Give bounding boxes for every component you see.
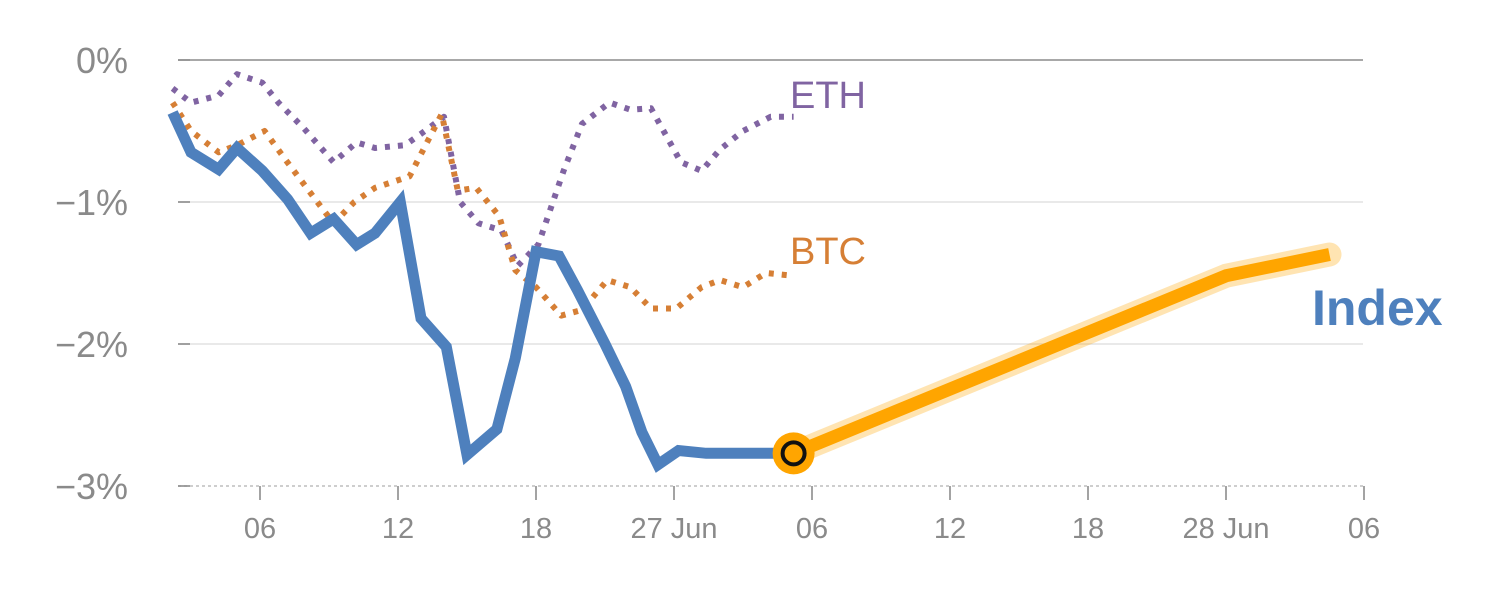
y-tick-label: −2% <box>55 324 128 365</box>
x-tick-label: 27 Jun <box>630 513 717 545</box>
y-tick-label: −1% <box>55 182 128 223</box>
x-axis: 06 12 18 27 Jun 06 12 18 28 Jun 06 <box>244 486 1380 545</box>
x-tick-label: 06 <box>796 513 828 545</box>
y-tick-label: −3% <box>55 466 128 507</box>
x-tick-label: 18 <box>1072 513 1104 545</box>
series-eth <box>170 71 794 269</box>
x-tick-label: 06 <box>244 513 276 545</box>
x-tick-label: 12 <box>934 513 966 545</box>
legend-label-btc: BTC <box>790 231 866 273</box>
legend-label-eth: ETH <box>790 75 866 117</box>
series-index <box>167 110 794 473</box>
x-tick-label: 18 <box>520 513 552 545</box>
marker <box>772 432 815 475</box>
y-axis: 0% −1% −2% −3% <box>55 40 128 507</box>
legend-label-index: Index <box>1312 280 1443 336</box>
marker-inner <box>780 440 807 467</box>
series-lines <box>167 71 1342 473</box>
x-tick-label: 28 Jun <box>1182 513 1269 545</box>
x-tick-label: 06 <box>1348 513 1380 545</box>
x-tick-label: 12 <box>382 513 414 545</box>
y-tick-label: 0% <box>76 40 128 81</box>
grid-lines <box>178 59 1363 487</box>
series-index-projection <box>791 248 1331 460</box>
series-btc <box>170 100 794 319</box>
